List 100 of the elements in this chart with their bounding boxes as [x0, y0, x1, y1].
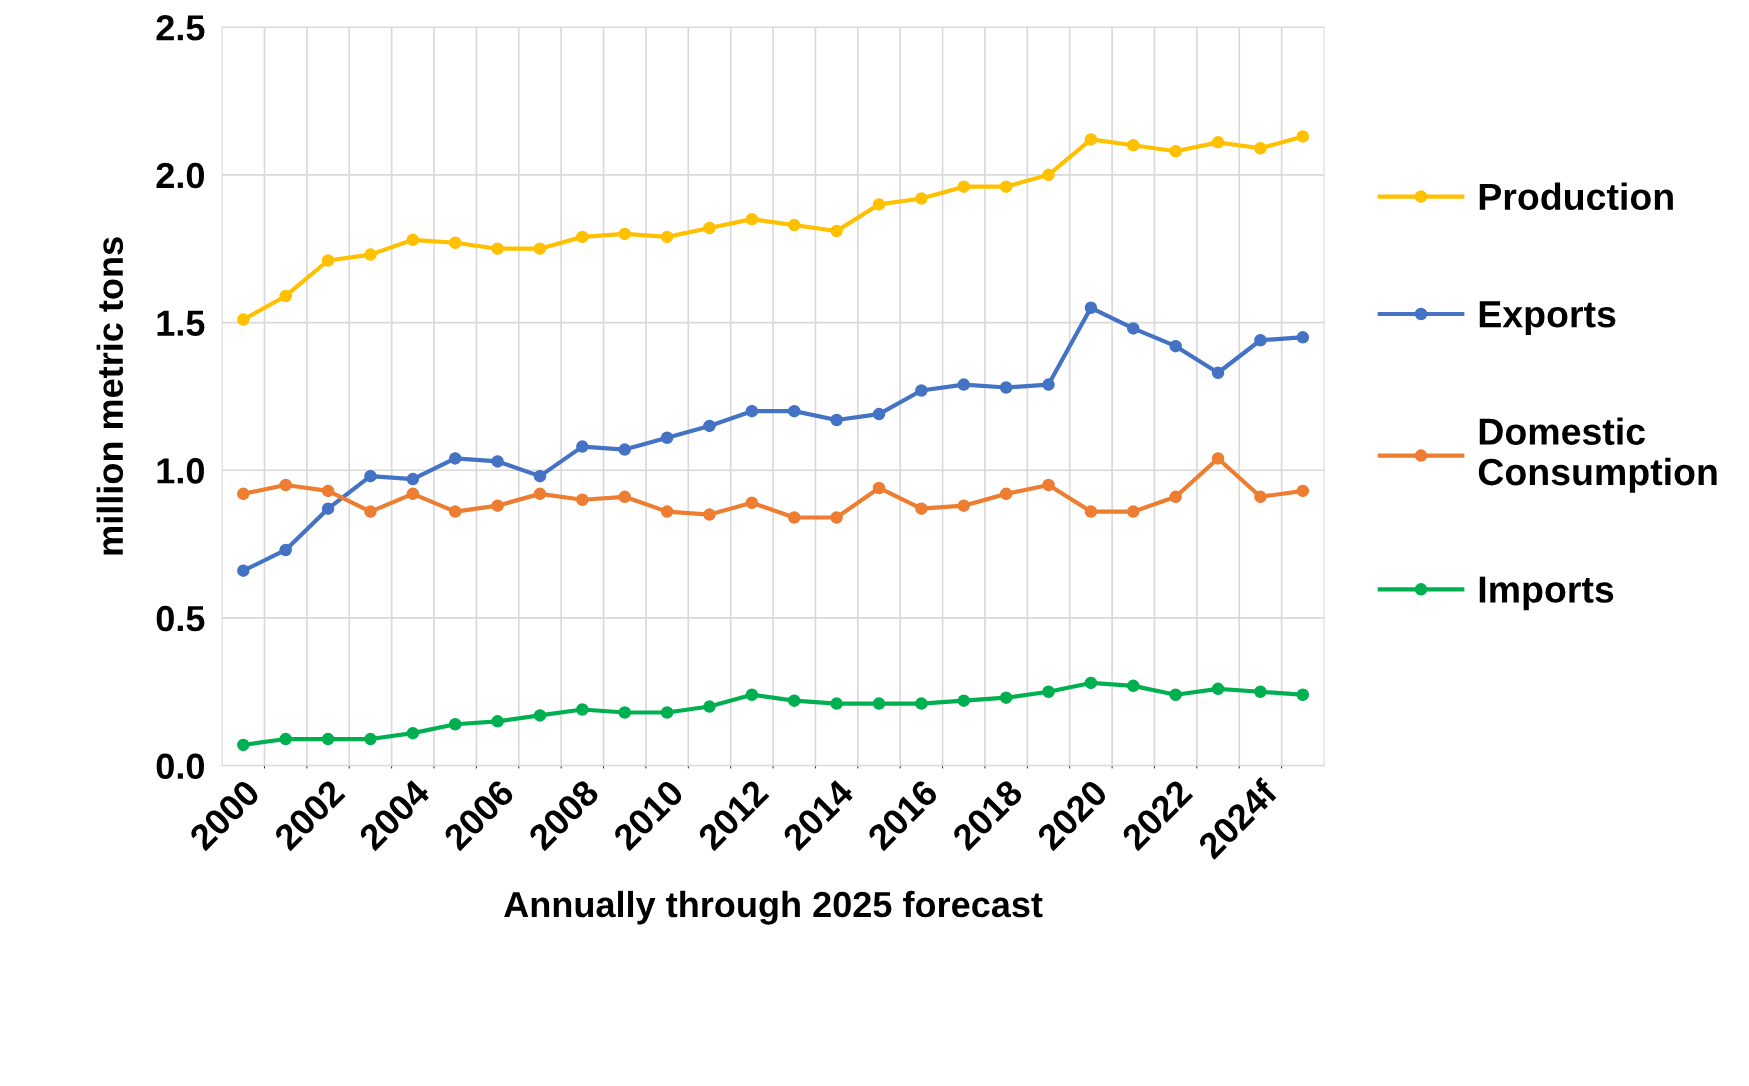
point — [1127, 139, 1140, 152]
point — [999, 381, 1013, 394]
point — [1296, 331, 1310, 344]
point — [1254, 334, 1267, 347]
x-axis-title: Annually through 2025 forecast — [504, 890, 1043, 925]
point — [872, 198, 886, 211]
point — [915, 192, 928, 205]
point — [533, 487, 547, 501]
point — [915, 502, 928, 515]
legend-label: Production — [1479, 182, 1673, 211]
point — [745, 496, 759, 509]
point — [618, 443, 631, 456]
point — [745, 404, 759, 418]
point — [1127, 322, 1140, 335]
point — [830, 224, 843, 238]
point — [1211, 452, 1225, 465]
point — [533, 242, 547, 255]
point — [448, 236, 462, 250]
point — [660, 505, 674, 518]
point — [406, 726, 420, 740]
point — [491, 499, 504, 512]
point — [830, 511, 843, 524]
point — [1296, 484, 1310, 498]
point — [321, 732, 335, 746]
y-tick-label: 1.0 — [157, 458, 204, 484]
point — [321, 254, 335, 267]
point — [237, 564, 250, 577]
point — [364, 732, 377, 746]
point — [1127, 679, 1140, 693]
point — [1169, 339, 1182, 353]
point — [576, 230, 589, 244]
point — [1211, 136, 1225, 149]
point — [660, 230, 674, 244]
point — [999, 180, 1013, 193]
point — [533, 709, 547, 722]
point — [1211, 682, 1225, 696]
point — [448, 505, 462, 518]
point — [957, 499, 971, 512]
point — [915, 384, 928, 397]
point — [1084, 301, 1098, 315]
point — [279, 543, 292, 557]
point — [1042, 478, 1055, 492]
point — [957, 180, 971, 193]
point — [957, 694, 971, 707]
point — [406, 472, 420, 486]
point — [1127, 505, 1140, 518]
point — [618, 706, 631, 719]
point — [1042, 378, 1055, 391]
point — [830, 413, 843, 427]
point — [364, 469, 377, 483]
point — [576, 493, 589, 507]
point — [406, 487, 420, 501]
point — [1042, 685, 1055, 699]
point — [957, 378, 971, 391]
point — [618, 227, 631, 241]
point — [448, 452, 462, 465]
point — [448, 718, 462, 731]
point — [618, 490, 631, 504]
legend-label: Exports — [1479, 301, 1616, 335]
legend-label: Imports — [1479, 576, 1614, 611]
point — [1254, 142, 1267, 155]
point — [703, 700, 716, 713]
point — [364, 248, 377, 261]
point — [1169, 490, 1182, 504]
point — [745, 212, 759, 226]
point — [1211, 366, 1225, 380]
y-tick-label: 2.5 — [156, 15, 205, 41]
point — [237, 313, 250, 326]
y-axis-title: million metric tons — [96, 237, 124, 555]
point — [830, 697, 843, 710]
y-tick-label: 0.0 — [156, 753, 204, 780]
point — [703, 508, 716, 521]
point — [745, 688, 759, 701]
point — [660, 706, 674, 719]
point — [787, 694, 801, 707]
point — [1296, 688, 1310, 701]
point — [279, 732, 292, 746]
point — [1296, 130, 1310, 143]
point — [787, 218, 801, 232]
point — [364, 505, 377, 518]
point — [406, 233, 420, 247]
point — [1084, 505, 1098, 518]
y-tick-label: 0.5 — [156, 605, 205, 632]
point — [491, 715, 504, 728]
legend-label: Domestic Consumption — [1478, 417, 1717, 493]
point — [1169, 688, 1182, 701]
point — [491, 455, 504, 468]
point — [1169, 144, 1182, 158]
point — [279, 289, 292, 303]
point — [999, 691, 1013, 704]
point — [660, 431, 674, 444]
point — [787, 404, 801, 418]
point — [321, 502, 335, 515]
point — [1084, 133, 1098, 146]
point — [533, 469, 547, 483]
point — [703, 221, 716, 235]
point — [279, 478, 292, 492]
point — [1084, 676, 1098, 690]
point — [872, 697, 886, 710]
point — [787, 511, 801, 524]
